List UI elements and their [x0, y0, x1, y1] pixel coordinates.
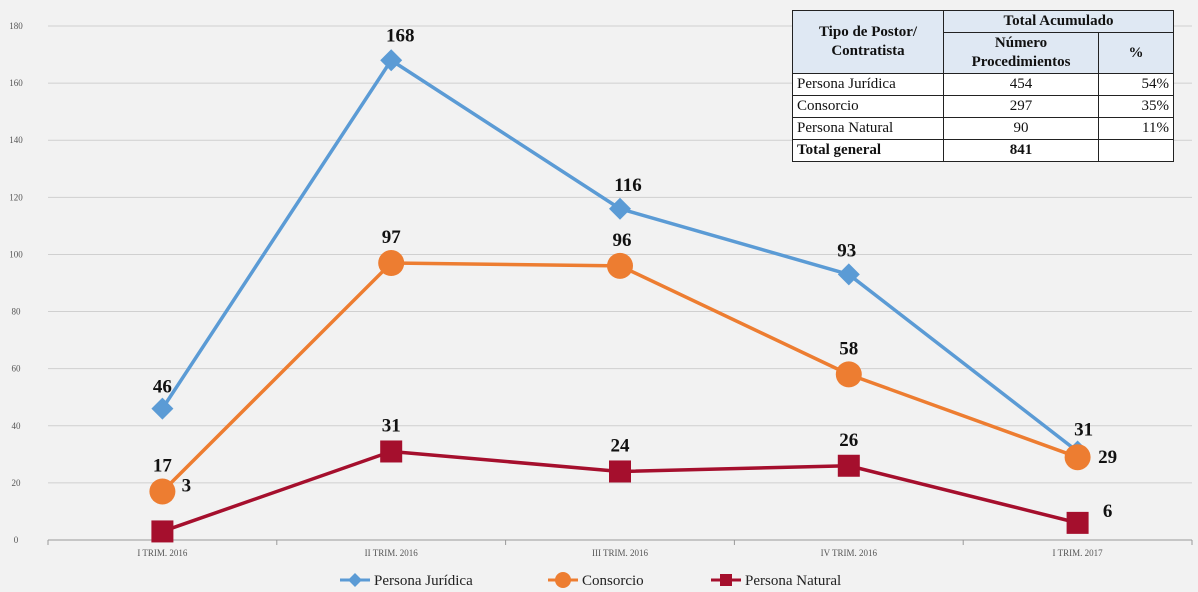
header-numero: Número Procedimientos [943, 32, 1099, 74]
data-label: 58 [839, 338, 858, 359]
table-row: Consorcio 297 35% [792, 95, 1174, 118]
summary-table: Tipo de Postor/ Contratista Total Acumul… [792, 10, 1174, 162]
marker-circle [607, 252, 633, 279]
table-header-row: Tipo de Postor/ Contratista Total Acumul… [792, 10, 1174, 74]
data-label: 6 [1103, 501, 1113, 522]
table-total-row: Total general 841 [792, 139, 1174, 162]
data-label: 168 [386, 25, 415, 46]
data-label: 97 [382, 227, 402, 248]
y-tick-label: 120 [9, 192, 23, 202]
marker-diamond [380, 49, 403, 72]
marker-square [1066, 511, 1089, 534]
x-tick-label: I TRIM. 2016 [137, 548, 188, 558]
marker-circle [149, 478, 176, 505]
marker-square [837, 454, 860, 477]
marker-diamond [837, 263, 860, 286]
cell-pct: 35% [1098, 95, 1174, 118]
x-tick-label: I TRIM. 2017 [1053, 548, 1104, 558]
y-tick-label: 160 [9, 78, 23, 88]
header-tipo: Tipo de Postor/ Contratista [792, 10, 944, 74]
cell-total-label: Total general [792, 139, 944, 162]
y-tick-label: 0 [14, 535, 19, 545]
data-label: 26 [839, 430, 858, 451]
header-pct: % [1098, 32, 1174, 74]
legend: Persona Jurídica Consorcio Persona Natural [340, 572, 841, 589]
legend-item: Consorcio [548, 572, 644, 589]
data-label: 116 [614, 175, 641, 196]
y-tick-label: 40 [12, 421, 22, 431]
series-line-1 [161, 261, 1079, 493]
data-label: 3 [182, 475, 192, 496]
cell-total-pct [1098, 139, 1174, 162]
y-tick-label: 140 [9, 135, 23, 145]
data-label: 17 [153, 455, 173, 476]
data-label: 29 [1098, 447, 1117, 468]
data-label: 93 [837, 240, 856, 261]
cell-tipo: Persona Jurídica [792, 73, 944, 96]
data-label: 31 [1074, 419, 1093, 440]
header-total-acumulado: Total Acumulado [943, 10, 1174, 33]
legend-label: Persona Natural [745, 573, 841, 589]
legend-marker [348, 573, 362, 587]
marker-diamond [609, 197, 631, 220]
x-tick-label: III TRIM. 2016 [592, 548, 649, 558]
y-tick-label: 60 [12, 364, 22, 374]
cell-tipo: Consorcio [792, 95, 944, 118]
data-label: 31 [382, 415, 401, 436]
marker-square [151, 520, 174, 543]
cell-tipo: Persona Natural [792, 117, 944, 140]
cell-numero: 297 [943, 95, 1099, 118]
legend-label: Consorcio [582, 573, 644, 589]
legend-item: Persona Jurídica [340, 573, 473, 589]
table-row: Persona Natural 90 11% [792, 117, 1174, 140]
marker-square [380, 440, 403, 463]
cell-numero: 454 [943, 73, 1099, 96]
series-lines [149, 49, 1091, 543]
cell-pct: 11% [1098, 117, 1174, 140]
y-tick-label: 20 [12, 478, 22, 488]
x-tick-label: II TRIM. 2016 [365, 548, 419, 558]
marker-circle [1064, 444, 1091, 471]
cell-pct: 54% [1098, 73, 1174, 96]
legend-item: Persona Natural [711, 573, 841, 589]
data-label: 24 [611, 435, 631, 456]
marker-circle [378, 250, 405, 277]
marker-circle [835, 361, 862, 388]
legend-label: Persona Jurídica [374, 573, 473, 589]
table-row: Persona Jurídica 454 54% [792, 73, 1174, 96]
axes: 0 20 40 60 80 100 120 140 160 180 I TRIM. 2016 II T… [9, 21, 1193, 558]
legend-marker [555, 572, 571, 588]
cell-total-numero: 841 [943, 139, 1099, 162]
cell-numero: 90 [943, 117, 1099, 140]
marker-square [609, 460, 631, 483]
legend-marker [720, 574, 732, 586]
y-tick-label: 180 [9, 21, 23, 31]
data-labels: 46 168 116 93 31 17 97 96 58 29 3 31 24 26 6 [153, 25, 1117, 522]
x-tick-label: IV TRIM. 2016 [821, 548, 878, 558]
y-tick-label: 80 [12, 307, 22, 317]
data-label: 96 [613, 230, 632, 251]
marker-diamond [151, 397, 174, 420]
y-tick-label: 100 [9, 249, 23, 259]
data-label: 46 [153, 377, 172, 398]
